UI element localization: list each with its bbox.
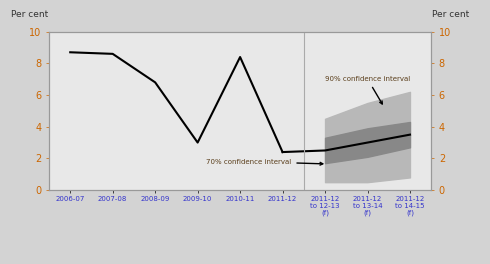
Text: 90% confidence interval: 90% confidence interval [325, 76, 410, 104]
Text: Per cent: Per cent [11, 10, 48, 19]
Text: Per cent: Per cent [432, 10, 469, 19]
Text: 70% confidence interval: 70% confidence interval [206, 159, 323, 165]
